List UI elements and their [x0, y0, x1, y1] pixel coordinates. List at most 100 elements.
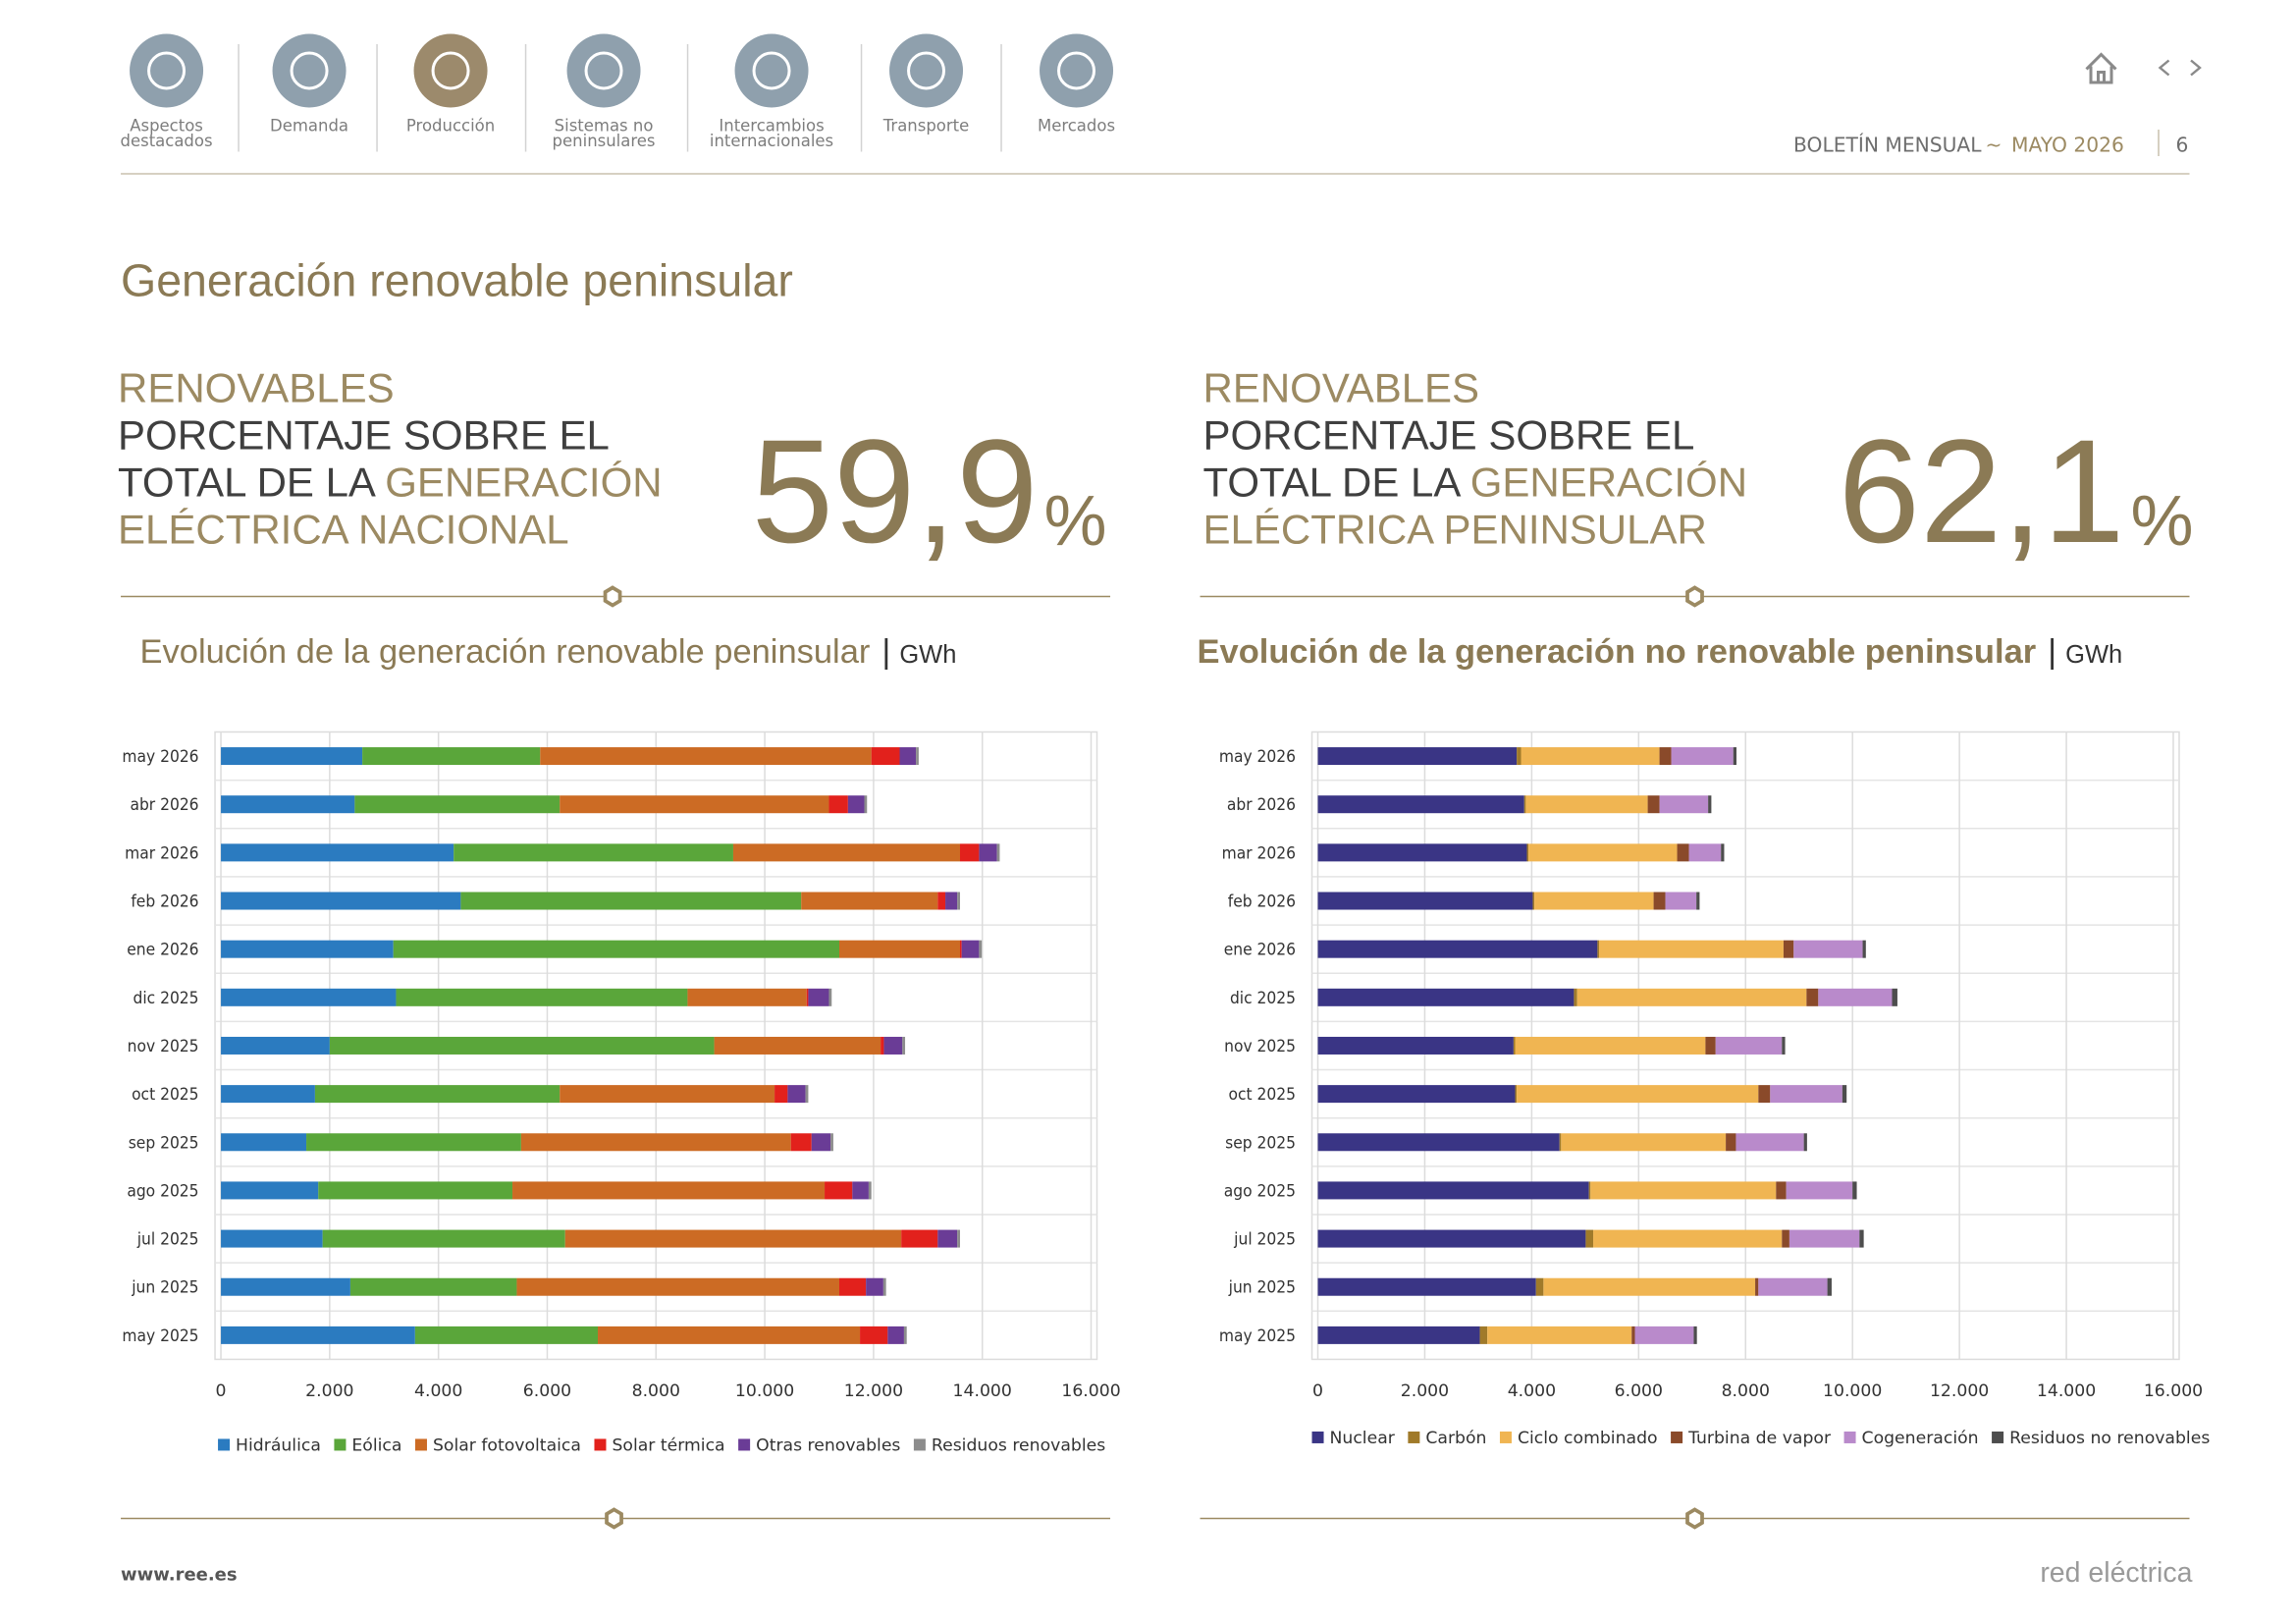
y-tick-label: jul 2025 [136, 1230, 199, 1250]
bar-segment [221, 940, 394, 958]
nav-label: Aspectos [130, 116, 203, 135]
legend-swatch [218, 1438, 231, 1451]
bar-segment [1317, 1326, 1480, 1344]
legend-swatch [414, 1438, 427, 1451]
bar-segment [1317, 747, 1518, 766]
y-tick-label: jun 2025 [1228, 1278, 1296, 1298]
legend-swatch [594, 1438, 607, 1451]
y-tick-label: feb 2026 [131, 893, 198, 912]
bar-segment [1487, 1326, 1632, 1344]
bar-segment [221, 747, 363, 766]
bar-segment [1534, 892, 1654, 910]
kpi-label-part: TOTAL DE LA [1203, 459, 1470, 505]
header-separator: ~ [1986, 133, 2002, 156]
legend-swatch [1671, 1431, 1683, 1443]
bar-segment [1782, 1036, 1786, 1055]
nav-icon-glyph [584, 51, 623, 90]
bar-segment [1317, 795, 1524, 814]
legend-label: Otras renovables [756, 1435, 900, 1455]
bar-segment [1758, 1277, 1828, 1296]
bar-segment [1806, 988, 1819, 1006]
bar-segment [396, 988, 688, 1006]
bar-segment [362, 747, 541, 766]
chart-unit: GWh [899, 641, 956, 669]
bar-segment [864, 795, 868, 814]
kpi-label-part: ELÉCTRICA NACIONAL [118, 506, 569, 552]
bar-segment [828, 988, 832, 1006]
x-tick-label: 14.000 [953, 1381, 1012, 1401]
bar-segment [852, 1181, 869, 1200]
bar-segment [1317, 1181, 1589, 1200]
y-tick-label: sep 2025 [129, 1133, 199, 1153]
bar-segment [866, 1277, 883, 1296]
y-tick-label: dic 2025 [133, 989, 198, 1008]
y-tick-label: ene 2026 [1224, 941, 1296, 960]
bar-segment [1726, 1133, 1736, 1152]
nav-item[interactable]: Mercados [1038, 33, 1115, 135]
bar-segment [881, 1036, 884, 1055]
nav-item[interactable]: Producción [406, 33, 495, 135]
bar-segment [957, 892, 961, 910]
bar-segment [882, 1277, 886, 1296]
bar-segment [916, 747, 919, 766]
kpi-label-part: ELÉCTRICA PENINSULAR [1203, 506, 1707, 552]
y-tick-label: nov 2025 [1224, 1037, 1296, 1056]
chart-title-bar: | [2048, 633, 2056, 671]
x-tick-label: 0 [216, 1381, 227, 1401]
bar-segment [1708, 795, 1712, 814]
bar-segment [887, 1326, 904, 1344]
kpi-label-part: RENOVABLES [1203, 364, 1480, 410]
bar-segment [540, 747, 872, 766]
bar-segment [329, 1036, 715, 1055]
footer-url[interactable]: www.ree.es [121, 1564, 238, 1585]
bar-segment [1803, 1133, 1807, 1152]
nav-label: Producción [406, 116, 495, 135]
bar-segment [1770, 1085, 1842, 1104]
home-icon[interactable] [2085, 52, 2117, 84]
bar-segment [1597, 940, 1600, 958]
bar-segment [454, 843, 733, 862]
x-tick-label: 6.000 [523, 1381, 571, 1401]
bar-segment [1696, 892, 1700, 910]
y-tick-label: may 2025 [1219, 1326, 1296, 1346]
bar-segment [1688, 843, 1722, 862]
bar-segment [221, 1229, 323, 1248]
nav-icon [1040, 33, 1114, 108]
bar-segment [1647, 795, 1660, 814]
legend-label: Turbina de vapor [1687, 1429, 1832, 1448]
bar-segment [1827, 1277, 1832, 1296]
prev-page[interactable] [2158, 59, 2170, 77]
bar-segment [847, 795, 865, 814]
next-page[interactable] [2190, 59, 2202, 77]
x-tick-label: 2.000 [305, 1381, 353, 1401]
legend-swatch [913, 1438, 926, 1451]
kpi-label: RENOVABLES [1203, 364, 1480, 410]
bar-segment [1852, 1181, 1857, 1200]
kpi-label-part: GENERACIÓN [1470, 459, 1747, 505]
nav-icon [566, 33, 641, 108]
bar-segment [1715, 1036, 1783, 1055]
bar-segment [901, 1229, 938, 1248]
bar-segment [1758, 1085, 1771, 1104]
bar-segment [1783, 940, 1794, 958]
bar-segment [937, 1229, 958, 1248]
y-tick-label: nov 2025 [128, 1037, 199, 1056]
kpi-label: ELÉCTRICA PENINSULAR [1203, 506, 1707, 552]
bar-segment [512, 1181, 826, 1200]
bar-segment [1317, 988, 1575, 1006]
bar-segment [560, 795, 829, 814]
bar-segment [1631, 1326, 1635, 1344]
legend-label: Solar fotovoltaica [433, 1435, 581, 1455]
bar-segment [221, 1085, 315, 1104]
nav-item[interactable]: Demanda [270, 33, 348, 135]
y-tick-label: jun 2025 [131, 1278, 198, 1298]
bar-segment [460, 892, 802, 910]
nav-item[interactable]: Transporte [882, 33, 970, 135]
kpi-label: PORCENTAJE SOBRE EL [1203, 411, 1695, 458]
kpi-value: 59,9 [752, 408, 1039, 573]
nav-icon-glyph [290, 51, 329, 90]
bar-segment [414, 1326, 599, 1344]
